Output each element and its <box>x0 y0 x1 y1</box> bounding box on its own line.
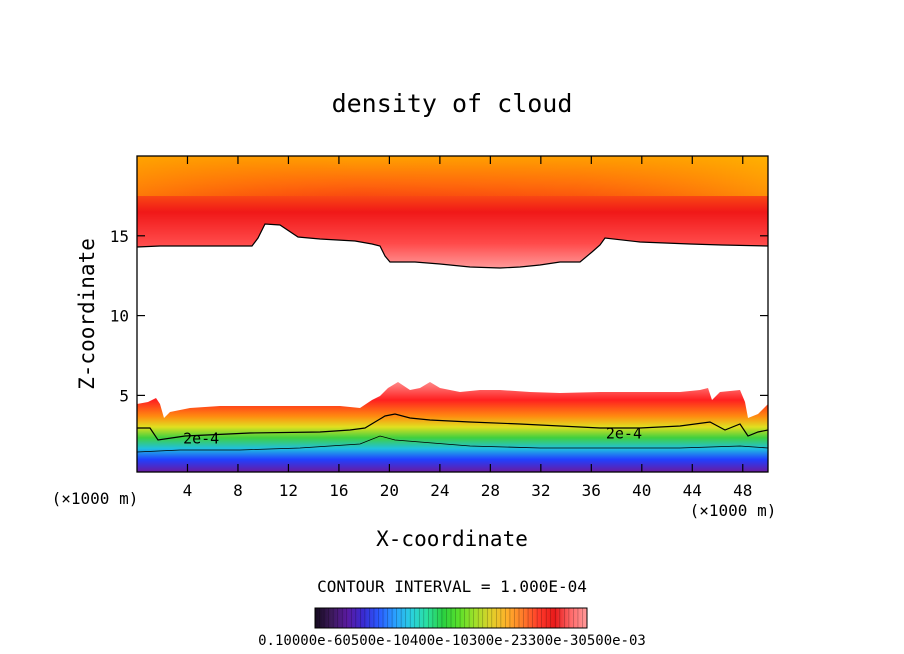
x-tick-label: 24 <box>430 481 449 500</box>
contour-line-upper <box>137 223 768 269</box>
x-tick-label: 8 <box>233 481 243 500</box>
x-tick-label: 32 <box>531 481 550 500</box>
colorbar <box>314 607 588 629</box>
x-tick-label: 36 <box>582 481 601 500</box>
contour-label: 2e-4 <box>183 429 219 447</box>
x-axis-unit-right: (×1000 m) <box>690 501 777 520</box>
contour-line-lower <box>137 435 768 453</box>
x-tick-label: 28 <box>481 481 500 500</box>
lower-cloud-layer <box>137 382 768 472</box>
contour-line-2e-4 <box>137 413 768 441</box>
colorbar-gradient <box>314 607 588 629</box>
chart-title: density of cloud <box>332 89 573 118</box>
x-tick-label: 4 <box>183 481 193 500</box>
x-axis-label: X-coordinate <box>376 527 528 551</box>
plot-area <box>137 156 768 472</box>
x-tick-label: 44 <box>683 481 702 500</box>
colorbar-stripes <box>319 608 583 628</box>
x-axis-ticks: 4 8 12 16 20 24 28 32 36 40 44 48 <box>183 156 752 500</box>
x-axis-unit-left: (×1000 m) <box>52 489 139 508</box>
y-axis-label: Z-coordinate <box>75 238 99 390</box>
contour-label: 2e-4 <box>606 425 642 443</box>
x-tick-label: 20 <box>380 481 399 500</box>
plot-frame <box>136 155 769 473</box>
y-tick-label: 10 <box>110 307 129 326</box>
contour-interval-text: CONTOUR INTERVAL = 1.000E-04 <box>317 577 587 596</box>
x-tick-label: 40 <box>632 481 651 500</box>
x-tick-label: 16 <box>329 481 348 500</box>
colorbar-labels: 0.10000e-60500e-10400e-10300e-23300e-305… <box>258 633 646 649</box>
y-tick-label: 5 <box>119 386 129 405</box>
y-tick-label: 15 <box>110 227 129 246</box>
x-tick-label: 48 <box>733 481 752 500</box>
y-axis-ticks: 5 10 15 <box>110 227 768 405</box>
contour-labels: 2e-4 2e-4 <box>183 425 642 448</box>
x-tick-label: 12 <box>279 481 298 500</box>
